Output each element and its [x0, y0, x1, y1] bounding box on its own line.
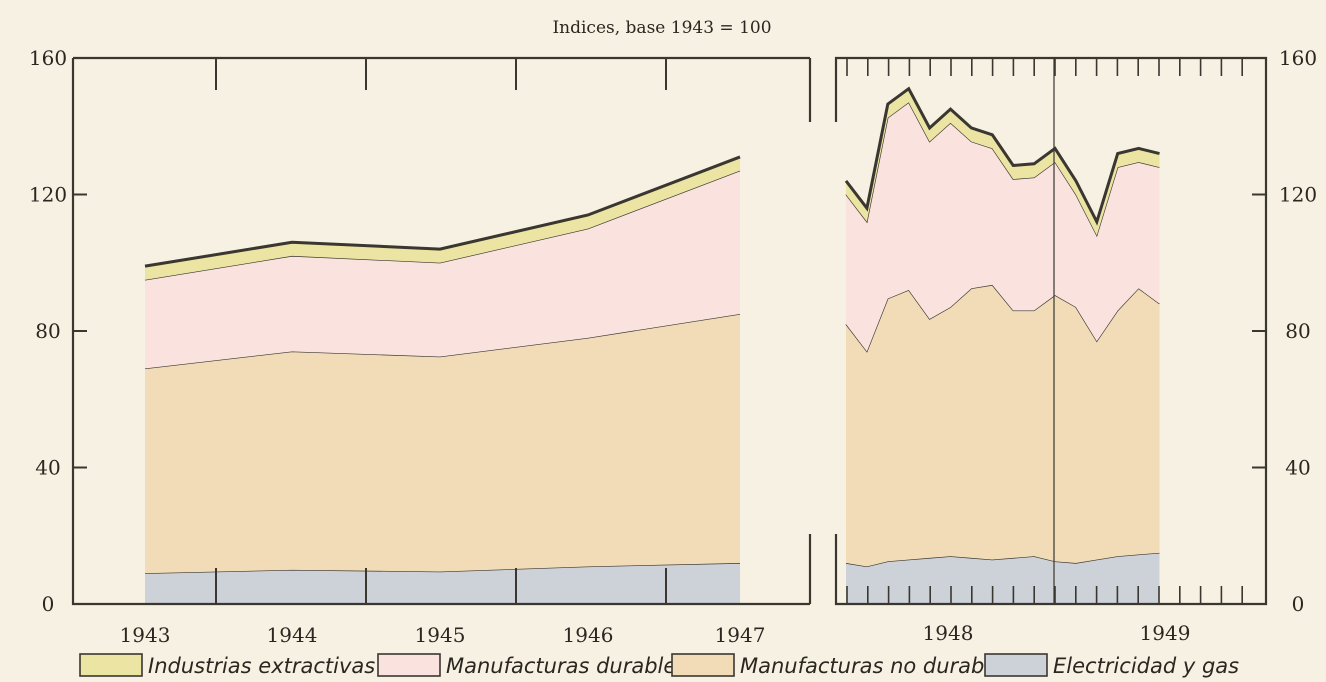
y-tick-label-right-40: 40: [1285, 456, 1310, 480]
monthly-line-extractivas: [844, 86, 1160, 226]
y-axis-right: 0 40 80 120 160: [1252, 46, 1317, 616]
y-tick-label-left-80: 80: [35, 319, 60, 343]
y-tick-label-left-120: 120: [29, 183, 67, 207]
legend-label-extractivas: Industrias extractivas: [148, 654, 375, 678]
x-tick-label-1943: 1943: [120, 623, 171, 647]
legend-label-durables: Manufacturas durables: [446, 654, 687, 678]
y-axis-left: 0 40 80 120 160: [29, 46, 87, 616]
annual-line-extractivas: [144, 155, 741, 268]
legend-swatch-no_durables: [671, 653, 735, 677]
y-tick-label-left-0: 0: [42, 592, 55, 616]
y-tick-label-right-0: 0: [1292, 592, 1305, 616]
x-tick-label-1948: 1948: [923, 621, 974, 645]
x-tick-label-1947: 1947: [715, 623, 766, 647]
x-tick-label-1944: 1944: [267, 623, 318, 647]
annual-area-electricidad: [145, 563, 740, 604]
x-tick-label-1945: 1945: [415, 623, 466, 647]
annual-area-extractivas: [145, 156, 740, 280]
y-tick-label-left-40: 40: [35, 456, 60, 480]
chart-title: Indices, base 1943 = 100: [552, 18, 771, 38]
legend-swatch-durables: [377, 653, 441, 677]
legend: Industrias extractivas Manufacturas durab…: [79, 653, 1239, 678]
annual-area-no_durables: [145, 313, 740, 574]
y-tick-label-right-80: 80: [1285, 319, 1310, 343]
legend-label-no_durables: Manufacturas no durables: [740, 654, 1014, 678]
monthly-panel: 1948 1949: [834, 56, 1268, 645]
legend-label-electricidad: Electricidad y gas: [1053, 654, 1239, 678]
monthly-area-durables: [846, 102, 1160, 352]
annual-area-durables: [145, 170, 740, 369]
annual-panel: 1943 1944 1945 1946 1947: [71, 56, 812, 647]
y-tick-label-right-160: 160: [1279, 46, 1317, 70]
y-tick-label-right-120: 120: [1279, 183, 1317, 207]
monthly-area-no_durables: [846, 284, 1160, 567]
monthly-area-extractivas: [846, 88, 1160, 236]
monthly-area-electricidad: [846, 552, 1160, 604]
legend-swatch-electricidad: [984, 653, 1048, 677]
y-tick-label-left-160: 160: [29, 46, 67, 70]
x-tick-label-1949: 1949: [1140, 621, 1191, 645]
x-tick-label-1946: 1946: [563, 623, 614, 647]
legend-swatch-extractivas: [79, 653, 143, 677]
